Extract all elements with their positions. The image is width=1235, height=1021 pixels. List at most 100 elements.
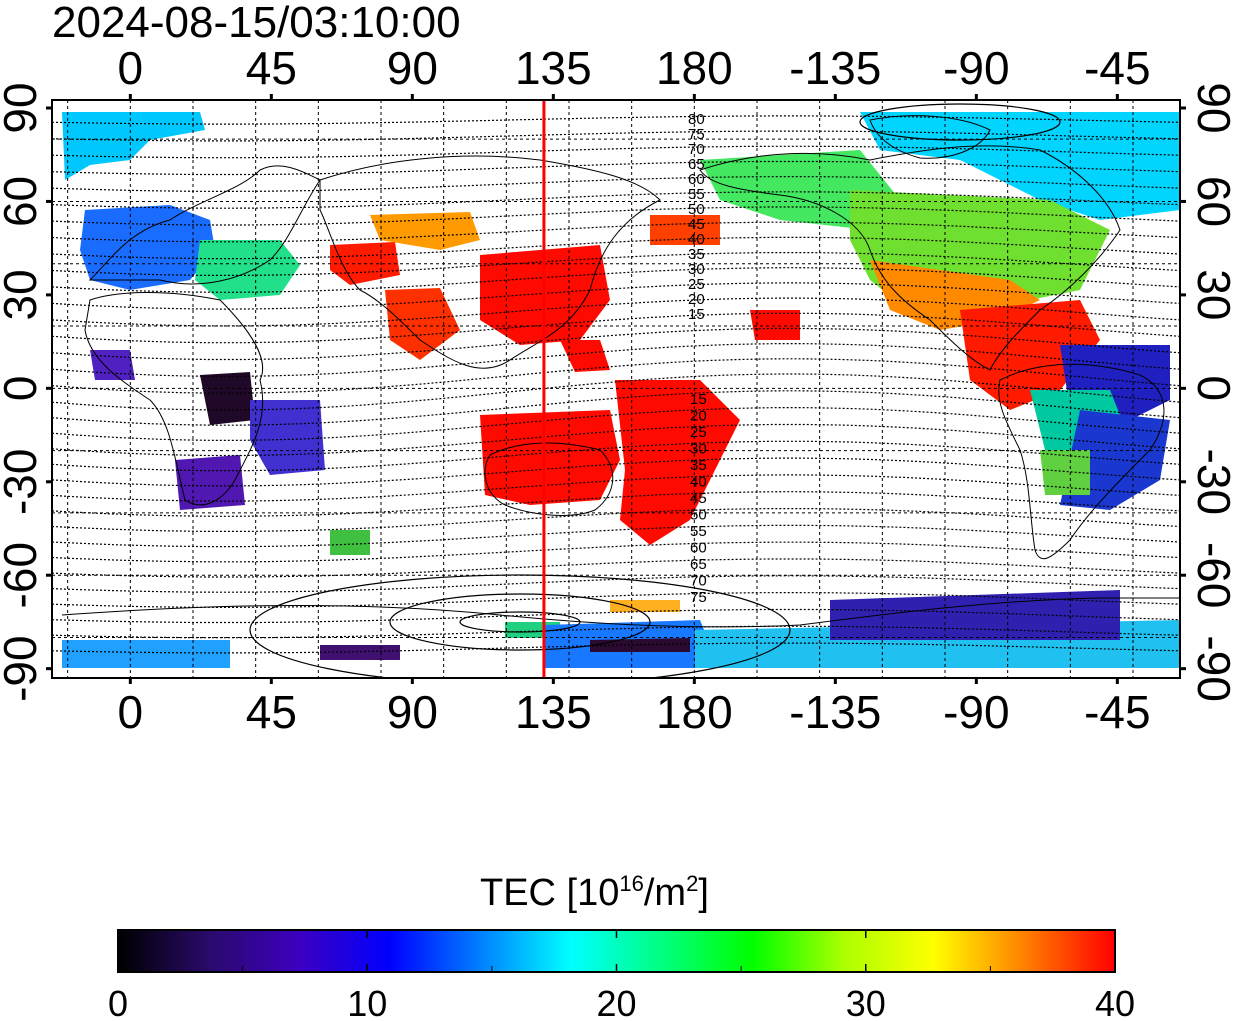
contour-line <box>52 358 1180 394</box>
frame-tick <box>1115 678 1119 684</box>
frame-tick <box>551 94 555 100</box>
colorbar-tick-label: 10 <box>347 983 387 1021</box>
coastline-north-america <box>699 145 1121 371</box>
left-latitude-tick: 0 <box>0 376 46 402</box>
frame-tick <box>46 386 52 390</box>
contour-line <box>52 423 1180 457</box>
frame-tick <box>46 480 52 484</box>
tec-patch-africa-central <box>200 372 255 425</box>
bottom-longitude-ticks: 0 45 90 135 180 -135 -90 -45 <box>118 686 1151 738</box>
colorbar-tick-label: 20 <box>596 983 636 1021</box>
contour-label-north: 50 <box>688 201 705 218</box>
colorbar-title-sup2: 2 <box>686 871 698 896</box>
contour-line <box>52 327 1180 361</box>
contour-line <box>52 297 1180 327</box>
contour-label-north: 70 <box>688 141 705 158</box>
map-area: 8075706560555045403530252015152025303540… <box>46 94 1186 684</box>
frame-tick <box>128 678 132 684</box>
tec-patch-pacific-north <box>650 215 720 245</box>
top-longitude-tick: -135 <box>789 42 881 94</box>
contour-label-north: 45 <box>688 216 705 233</box>
frame-tick <box>46 199 52 203</box>
top-longitude-tick: 90 <box>387 42 438 94</box>
contour-line <box>52 642 1180 654</box>
colorbar-title-main: TEC [10 <box>480 872 619 914</box>
contour-label-north: 65 <box>688 156 705 173</box>
frame-tick <box>1115 94 1119 100</box>
contour-label-north: 60 <box>688 171 705 188</box>
tec-patch-europe-east <box>195 240 300 300</box>
tec-patch-india <box>385 288 460 360</box>
colorbar-title: TEC [1016/m2] <box>480 871 709 914</box>
tec-patch-central-america <box>960 300 1100 410</box>
bottom-longitude-tick: -135 <box>789 686 881 738</box>
contour-label-north: 80 <box>688 111 705 128</box>
frame-tick <box>46 667 52 671</box>
left-latitude-tick: 90 <box>0 82 46 133</box>
frame-tick <box>1180 199 1186 203</box>
frame-tick <box>974 94 978 100</box>
contour-line <box>52 282 1180 310</box>
contour-line <box>52 236 1180 260</box>
tec-patch-antarctic-yellow <box>610 600 680 612</box>
top-longitude-ticks: 0 45 90 135 180 -135 -90 -45 <box>118 42 1151 94</box>
tec-patch-pacific-nw <box>560 340 610 372</box>
colorbar-tick-label: 30 <box>846 983 886 1021</box>
tec-patch-pacific-south <box>615 380 740 545</box>
tec-patch-africa-east <box>250 400 325 475</box>
tec-patch-africa-west <box>90 350 135 380</box>
tec-patch-antarctic-deep <box>830 590 1120 640</box>
coastline-australia <box>484 442 614 516</box>
contour-line <box>52 145 1180 159</box>
colorbar-tick-label: 40 <box>1095 983 1135 1021</box>
frame-tick <box>46 573 52 577</box>
colorbar-ticks: 0 10 20 30 40 <box>108 930 1135 1021</box>
contour-label-south: 15 <box>690 391 707 408</box>
contour-label-south: 30 <box>690 441 707 458</box>
contour-line <box>52 130 1180 142</box>
contour-line <box>52 160 1180 176</box>
timestamp-title: 2024-08-15/03:10:00 <box>52 0 461 47</box>
contour-line <box>52 575 1180 593</box>
contour-line <box>52 491 1180 517</box>
bottom-longitude-tick: 90 <box>387 686 438 738</box>
contour-pole-ring <box>249 574 791 678</box>
frame-tick <box>269 94 273 100</box>
tec-patch-argentina <box>1040 450 1090 495</box>
contour-label-south: 50 <box>690 507 707 524</box>
contour-label-south: 70 <box>690 573 707 590</box>
frame-tick <box>692 94 696 100</box>
coastlines <box>61 115 1180 628</box>
contour-line <box>52 558 1180 578</box>
top-longitude-tick: -45 <box>1084 42 1150 94</box>
top-longitude-tick: -90 <box>943 42 1009 94</box>
bottom-longitude-tick: -90 <box>943 686 1009 738</box>
tec-patch-europe <box>80 205 215 290</box>
contour-line <box>52 267 1180 293</box>
contour-line <box>52 541 1180 563</box>
coastline-antarctica <box>61 597 1180 628</box>
contour-pole-ring <box>389 593 651 651</box>
right-latitude-tick: -60 <box>1188 542 1235 608</box>
contour-label-north: 55 <box>688 186 705 203</box>
right-latitude-tick: 90 <box>1188 82 1235 133</box>
contour-label-south: 40 <box>690 474 707 491</box>
frame-tick <box>46 106 52 110</box>
colorbar-title-mid: /m <box>644 872 686 914</box>
tec-patch-south-africa <box>175 455 245 510</box>
tec-patch-indian-ocean <box>330 530 370 555</box>
frame-tick <box>1180 386 1186 390</box>
contour-line <box>52 625 1180 639</box>
contour-line <box>52 457 1180 487</box>
top-longitude-tick: 180 <box>656 42 733 94</box>
top-longitude-tick: 0 <box>118 42 144 94</box>
contour-label-north: 20 <box>688 291 705 308</box>
frame-tick <box>1180 480 1186 484</box>
contour-line <box>52 390 1180 426</box>
coastline-europe <box>88 165 321 285</box>
bottom-longitude-tick: -45 <box>1084 686 1150 738</box>
tec-patch-hawaii <box>750 310 800 340</box>
contour-line <box>52 343 1180 377</box>
contour-line <box>52 524 1180 548</box>
coastline-greenland <box>869 115 991 159</box>
